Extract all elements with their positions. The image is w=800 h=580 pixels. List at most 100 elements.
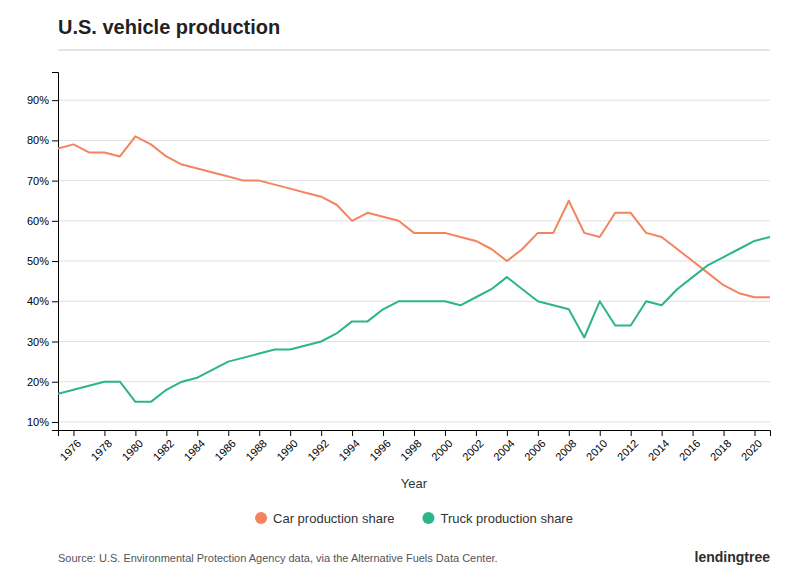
x-tick-mark bbox=[352, 430, 353, 436]
y-tick-label: 80% bbox=[27, 134, 49, 146]
x-tick: 1978 bbox=[88, 430, 114, 463]
grid-line bbox=[58, 180, 770, 181]
x-tick-label: 2010 bbox=[584, 437, 610, 463]
plot-area: 1976197819801982198419861988199019921994… bbox=[27, 73, 771, 463]
y-tick-label: 50% bbox=[27, 255, 49, 267]
x-tick: 1986 bbox=[212, 430, 238, 463]
x-tick-label: 1982 bbox=[150, 437, 176, 463]
x-tick-label: 2016 bbox=[677, 437, 703, 463]
x-tick-label: 2018 bbox=[708, 437, 734, 463]
grid-line bbox=[58, 261, 770, 262]
x-tick-label: 1984 bbox=[181, 437, 207, 463]
grid-line bbox=[58, 100, 770, 101]
legend-item: Truck production share bbox=[422, 511, 572, 526]
grid-line bbox=[58, 140, 770, 141]
y-tick: 90% bbox=[27, 94, 58, 106]
x-tick: 1994 bbox=[336, 430, 362, 463]
x-axis-line bbox=[59, 431, 771, 437]
x-tick-mark bbox=[414, 430, 415, 436]
x-tick-mark bbox=[693, 430, 694, 436]
x-tick-mark bbox=[197, 430, 198, 436]
x-tick: 1976 bbox=[58, 430, 84, 463]
x-tick-label: 1988 bbox=[243, 437, 269, 463]
x-tick: 1996 bbox=[367, 430, 393, 463]
series-line bbox=[58, 136, 770, 297]
y-tick-mark bbox=[52, 422, 58, 423]
x-tick: 1988 bbox=[243, 430, 269, 463]
x-tick: 1990 bbox=[274, 430, 300, 463]
y-tick-label: 10% bbox=[27, 416, 49, 428]
y-tick-label: 20% bbox=[27, 376, 49, 388]
grid-line bbox=[58, 220, 770, 221]
x-tick-mark bbox=[569, 430, 570, 436]
y-tick-mark bbox=[52, 261, 58, 262]
y-tick: 70% bbox=[27, 175, 58, 187]
grid bbox=[58, 100, 770, 422]
legend-label: Truck production share bbox=[440, 511, 572, 526]
x-tick-label: 1998 bbox=[398, 437, 424, 463]
legend: Car production share Truck production sha… bbox=[255, 511, 573, 526]
x-tick-mark bbox=[383, 430, 384, 436]
y-tick-label: 70% bbox=[27, 175, 49, 187]
x-tick: 1984 bbox=[181, 430, 207, 463]
x-tick: 2012 bbox=[615, 430, 641, 463]
y-tick-label: 30% bbox=[27, 336, 49, 348]
logo-text: lendingtree bbox=[695, 549, 771, 565]
y-tick: 60% bbox=[27, 215, 58, 227]
x-tick-label: 1978 bbox=[88, 437, 114, 463]
x-tick-mark bbox=[600, 430, 601, 436]
x-tick-label: 2004 bbox=[491, 437, 517, 463]
y-tick-label: 40% bbox=[27, 295, 49, 307]
y-tick: 80% bbox=[27, 134, 58, 146]
x-tick: 1998 bbox=[398, 430, 424, 463]
y-tick: 10% bbox=[27, 416, 58, 428]
x-tick: 2008 bbox=[553, 430, 579, 463]
x-tick-label: 1980 bbox=[119, 437, 145, 463]
y-tick-mark bbox=[52, 140, 58, 141]
y-tick-mark bbox=[52, 382, 58, 383]
x-tick-mark bbox=[476, 430, 477, 436]
y-tick: 40% bbox=[27, 295, 58, 307]
grid-line bbox=[58, 341, 770, 342]
x-tick-mark bbox=[135, 430, 136, 436]
x-tick-label: 1990 bbox=[274, 437, 300, 463]
x-tick-mark bbox=[538, 430, 539, 436]
x-tick: 2010 bbox=[584, 430, 610, 463]
y-tick: 50% bbox=[27, 255, 58, 267]
x-tick: 2018 bbox=[708, 430, 734, 463]
y-axis-line bbox=[52, 73, 59, 431]
chart: U.S. vehicle production19761978198019821… bbox=[0, 0, 800, 580]
x-tick-mark bbox=[662, 430, 663, 436]
series-group bbox=[58, 136, 770, 401]
x-tick-label: 2008 bbox=[553, 437, 579, 463]
x-tick-mark bbox=[445, 430, 446, 436]
x-tick-label: 2014 bbox=[646, 437, 672, 463]
x-tick-label: 1996 bbox=[367, 437, 393, 463]
x-tick-mark bbox=[290, 430, 291, 436]
x-axis: 1976197819801982198419861988199019921994… bbox=[58, 430, 771, 463]
series-line bbox=[58, 237, 770, 402]
x-tick-mark bbox=[166, 430, 167, 436]
x-tick-label: 2012 bbox=[615, 437, 641, 463]
x-tick-mark bbox=[755, 430, 756, 436]
y-tick-mark bbox=[52, 342, 58, 343]
x-tick: 1992 bbox=[305, 430, 331, 463]
legend-item: Car production share bbox=[255, 511, 394, 526]
y-tick-mark bbox=[52, 181, 58, 182]
y-tick-mark bbox=[52, 221, 58, 222]
x-tick-mark bbox=[321, 430, 322, 436]
y-tick: 20% bbox=[27, 376, 58, 388]
grid-line bbox=[58, 421, 770, 422]
x-tick: 2004 bbox=[491, 430, 517, 463]
y-tick: 30% bbox=[27, 336, 58, 348]
x-tick-mark bbox=[259, 430, 260, 436]
x-tick-label: 2002 bbox=[460, 437, 486, 463]
x-tick-mark bbox=[631, 430, 632, 436]
x-tick-label: 1986 bbox=[212, 437, 238, 463]
x-tick: 1980 bbox=[119, 430, 145, 463]
y-tick-label: 90% bbox=[27, 94, 49, 106]
source-note: Source: U.S. Environmental Protection Ag… bbox=[58, 552, 498, 564]
x-tick-label: 2006 bbox=[522, 437, 548, 463]
y-axis: 10% 20% 30% 40% 50% 60% 70% 80% 90% bbox=[27, 73, 59, 431]
x-tick-label: 2000 bbox=[429, 437, 455, 463]
